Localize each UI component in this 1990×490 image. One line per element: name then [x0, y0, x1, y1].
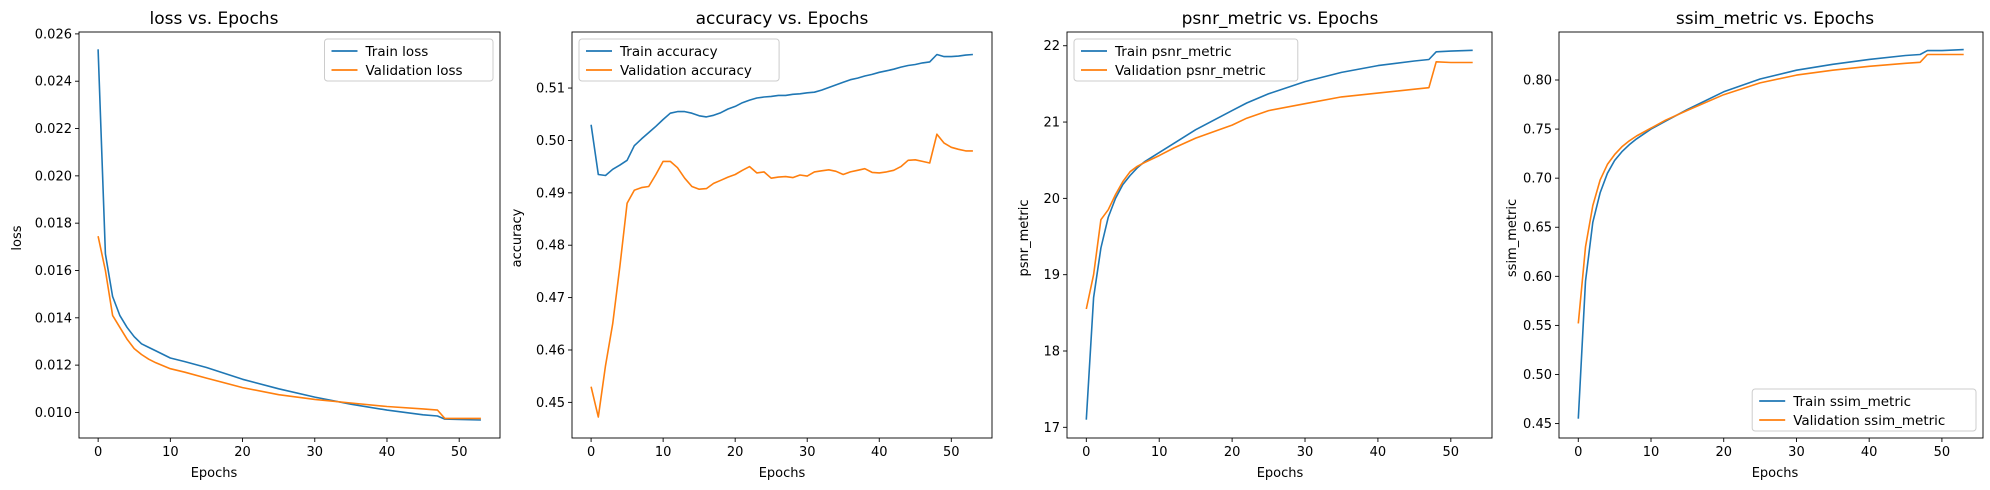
y-tick-label: 0.48	[536, 239, 565, 254]
chart-title: loss vs. Epochs	[150, 9, 279, 29]
y-tick-label: 0.46	[536, 343, 565, 358]
y-axis-label: loss	[10, 225, 25, 250]
x-tick-label: 20	[1715, 445, 1732, 460]
chart-title: psnr_metric vs. Epochs	[1182, 9, 1379, 29]
validation-series-line	[1577, 53, 1964, 324]
accuracy-chart: accuracy vs. Epochs Epochs accuracy 0 10 2…	[510, 9, 993, 481]
y-tick-label: 0.49	[536, 186, 565, 201]
y-tick-label: 20	[1043, 192, 1060, 207]
x-tick-label: 30	[799, 445, 816, 460]
axes-frame	[1066, 31, 1493, 439]
y-tick-label: 0.47	[536, 291, 565, 306]
train-legend-label: Train ssim_metric	[1792, 394, 1911, 410]
y-tick-label: 0.50	[1523, 368, 1552, 383]
x-axis-label: Epochs	[759, 466, 806, 481]
y-tick-label: 0.014	[35, 311, 72, 326]
y-tick-label: 0.020	[35, 169, 72, 184]
y-tick-label: 0.012	[35, 359, 72, 374]
y-tick-label: 0.50	[536, 134, 565, 149]
legend: Train ssim_metric Validation ssim_metric	[1751, 388, 1977, 432]
y-axis-label: psnr_metric	[1017, 200, 1032, 277]
y-tick-label: 22	[1043, 39, 1060, 54]
x-axis-label: Epochs	[191, 466, 238, 481]
validation-series-line	[590, 133, 973, 418]
chart-title: ssim_metric vs. Epochs	[1676, 9, 1874, 29]
x-tick-label: 10	[1151, 445, 1168, 460]
y-tick-label: 0.55	[1523, 319, 1552, 334]
y-tick-label: 0.45	[536, 396, 565, 411]
train-series-line	[590, 53, 973, 177]
y-tick-label: 0.016	[35, 264, 72, 279]
y-tick-label: 0.45	[1523, 417, 1552, 432]
x-tick-label: 20	[234, 445, 251, 460]
validation-legend-label: Validation ssim_metric	[1793, 413, 1945, 429]
y-tick-label: 0.75	[1523, 123, 1552, 138]
psnr-metric-chart: psnr_metric vs. Epochs Epochs psnr_metri…	[1017, 9, 1493, 481]
validation-legend-label: Validation accuracy	[620, 63, 752, 79]
x-tick-label: 40	[1861, 445, 1878, 460]
x-tick-label: 20	[1224, 445, 1241, 460]
y-tick-label: 0.024	[35, 75, 72, 90]
validation-series-line	[97, 236, 481, 420]
legend-box	[1751, 388, 1977, 432]
x-tick-label: 10	[1643, 445, 1660, 460]
y-axis-label: ssim_metric	[1505, 199, 1520, 277]
x-tick-label: 0	[94, 445, 102, 460]
x-tick-label: 0	[1082, 445, 1090, 460]
x-axis-label: Epochs	[1257, 466, 1304, 481]
x-tick-label: 50	[451, 445, 468, 460]
train-series-line	[97, 49, 481, 421]
y-tick-label: 0.65	[1523, 221, 1552, 236]
y-tick-label: 21	[1043, 116, 1060, 131]
x-tick-label: 20	[727, 445, 744, 460]
x-tick-label: 10	[655, 445, 672, 460]
train-legend-label: Train accuracy	[619, 44, 718, 60]
validation-series-line	[1085, 60, 1473, 310]
x-tick-label: 30	[1788, 445, 1805, 460]
y-tick-label: 0.026	[35, 27, 72, 42]
train-series-line	[1085, 49, 1473, 420]
validation-legend-label: Validation psnr_metric	[1115, 63, 1266, 79]
y-tick-label: 19	[1043, 268, 1060, 283]
train-legend-label: Train loss	[365, 44, 429, 60]
x-tick-label: 0	[587, 445, 595, 460]
x-tick-label: 0	[1574, 445, 1582, 460]
validation-legend-label: Validation loss	[366, 63, 463, 79]
y-tick-label: 17	[1043, 421, 1060, 436]
x-tick-label: 40	[871, 445, 888, 460]
axes-frame	[78, 31, 501, 439]
x-tick-label: 50	[943, 445, 960, 460]
legend: Train loss Validation loss	[324, 38, 494, 82]
x-tick-label: 30	[1297, 445, 1314, 460]
x-tick-label: 50	[1443, 445, 1460, 460]
y-tick-label: 0.010	[35, 406, 72, 421]
y-tick-label: 0.70	[1523, 172, 1552, 187]
chart-title: accuracy vs. Epochs	[696, 9, 869, 29]
x-tick-label: 40	[1370, 445, 1387, 460]
x-tick-label: 50	[1934, 445, 1951, 460]
x-tick-label: 10	[162, 445, 179, 460]
legend-box	[578, 38, 780, 82]
loss-chart: loss vs. Epochs Epochs loss 0 10 20 30 40 50 0…	[10, 9, 501, 481]
legend-box	[324, 38, 494, 82]
y-axis-label: accuracy	[510, 208, 525, 267]
x-axis-label: Epochs	[1752, 466, 1799, 481]
x-tick-label: 40	[379, 445, 396, 460]
ssim-metric-chart: ssim_metric vs. Epochs Epochs ssim_metri…	[1505, 9, 1984, 481]
legend: Train psnr_metric Validation psnr_metric	[1073, 38, 1299, 82]
y-tick-label: 0.022	[35, 122, 72, 137]
y-tick-label: 0.51	[536, 82, 565, 97]
x-tick-label: 30	[307, 445, 324, 460]
y-tick-label: 0.80	[1523, 74, 1552, 89]
axes-frame	[571, 31, 993, 439]
y-tick-label: 0.60	[1523, 270, 1552, 285]
legend: Train accuracy Validation accuracy	[578, 38, 780, 82]
axes-frame	[1558, 31, 1984, 439]
train-legend-label: Train psnr_metric	[1114, 44, 1232, 60]
y-tick-label: 18	[1043, 345, 1060, 360]
legend-box	[1073, 38, 1299, 82]
y-tick-label: 0.018	[35, 217, 72, 232]
